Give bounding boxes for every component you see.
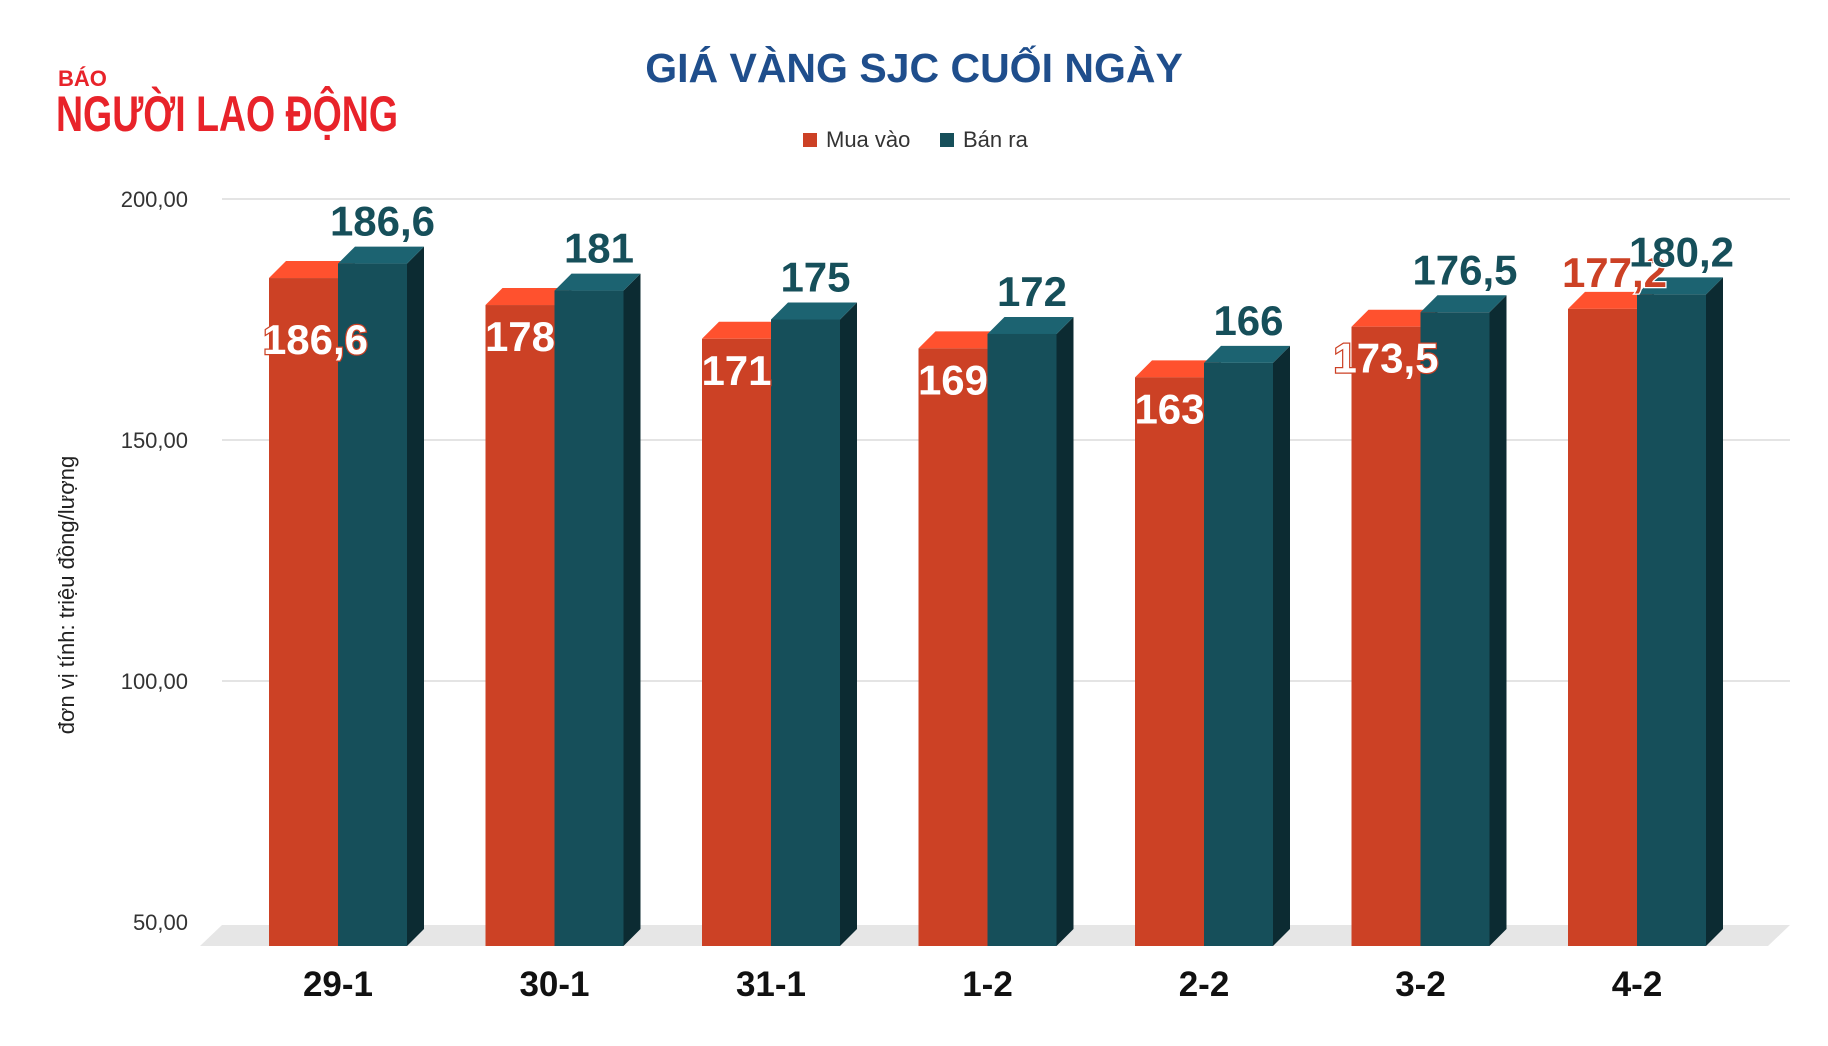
data-label: 175 <box>780 254 850 301</box>
x-tick-label: 4-2 <box>1612 965 1663 1004</box>
y-tick-label: 100,00 <box>121 669 188 694</box>
bar-group <box>1204 345 1290 946</box>
bar-side <box>1489 295 1507 946</box>
bar-group <box>771 302 857 946</box>
data-label: 171 <box>701 347 771 394</box>
bar-top <box>918 331 1005 349</box>
bar <box>338 263 407 946</box>
data-label: 163 <box>1134 385 1204 432</box>
x-axis-ticks: 29-1 30-1 31-1 1-2 2-2 3-2 4-2 <box>303 965 1662 1004</box>
bar-top <box>702 321 788 339</box>
bar-side <box>840 302 857 946</box>
x-tick-label: 31-1 <box>736 965 806 1004</box>
legend-swatch-buy <box>803 133 817 147</box>
bar-top <box>1135 360 1221 378</box>
logo-big-text: NGƯỜI LAO ĐỘNG <box>56 85 398 142</box>
x-tick-label: 2-2 <box>1179 965 1230 1004</box>
legend-label-buy: Mua vào <box>826 127 910 152</box>
bar-side <box>623 273 641 947</box>
legend-label-sell: Bán ra <box>963 127 1029 152</box>
bar-group <box>987 316 1074 947</box>
data-label: 173,5 <box>1333 335 1438 382</box>
y-tick-label: 50,00 <box>133 910 188 935</box>
bar <box>1568 308 1637 946</box>
bar <box>485 305 555 946</box>
y-tick-label: 150,00 <box>121 428 188 453</box>
y-tick-label: 200,00 <box>121 187 188 212</box>
bar-group <box>338 246 424 946</box>
bar-top <box>771 302 857 320</box>
bar-top <box>554 273 641 291</box>
bar-group <box>554 273 641 947</box>
y-axis-title: đơn vị tính: triệu đồng/lượng <box>54 456 79 734</box>
bar <box>918 348 988 946</box>
bar <box>771 319 840 946</box>
bar-top <box>485 288 572 306</box>
bar-side <box>1056 316 1074 947</box>
bars <box>269 246 1723 947</box>
data-label: 180,2 <box>1629 228 1734 275</box>
data-label: 177,2 <box>1562 249 1667 296</box>
logo: BÁO NGƯỜI LAO ĐỘNG <box>56 66 398 142</box>
data-label: 166 <box>1213 297 1283 344</box>
bar-top <box>1637 277 1723 295</box>
bar-top <box>338 246 424 264</box>
bar-top <box>1420 295 1507 313</box>
bar-side <box>1273 345 1290 946</box>
bar <box>1420 312 1490 946</box>
bar-top <box>269 261 355 279</box>
legend-swatch-sell <box>940 133 954 147</box>
legend: Mua vào Bán ra <box>803 127 1029 152</box>
x-tick-label: 29-1 <box>303 965 373 1004</box>
bar-group <box>1637 277 1723 946</box>
data-label: 186,6 <box>330 198 435 245</box>
bar <box>1351 326 1421 947</box>
bar <box>1135 377 1204 947</box>
bar <box>987 333 1057 947</box>
bar-top <box>1568 291 1654 309</box>
data-label: 169 <box>918 356 988 403</box>
data-label: 176,5 <box>1412 246 1517 293</box>
bar-group <box>1420 295 1507 946</box>
x-tick-label: 30-1 <box>519 965 589 1004</box>
x-tick-label: 1-2 <box>962 965 1013 1004</box>
chart-title: GIÁ VÀNG SJC CUỐI NGÀY <box>645 45 1183 91</box>
bar-side <box>1706 277 1723 946</box>
bar-top <box>987 316 1074 334</box>
bar <box>702 338 771 946</box>
data-label: 186,6 <box>263 316 368 363</box>
data-label: 172 <box>997 268 1067 315</box>
x-tick-label: 3-2 <box>1395 965 1446 1004</box>
bar <box>554 290 624 947</box>
bar <box>269 278 338 947</box>
bar-side <box>407 246 424 946</box>
data-label: 178 <box>485 313 555 360</box>
bar <box>1204 362 1273 946</box>
data-label: 181 <box>564 225 634 272</box>
bar-top <box>1204 345 1290 363</box>
bar-top <box>1351 309 1438 327</box>
y-axis-ticks: 200,00 150,00 100,00 50,00 <box>121 187 188 935</box>
logo-small-text: BÁO <box>58 66 107 91</box>
bar <box>1637 294 1706 946</box>
